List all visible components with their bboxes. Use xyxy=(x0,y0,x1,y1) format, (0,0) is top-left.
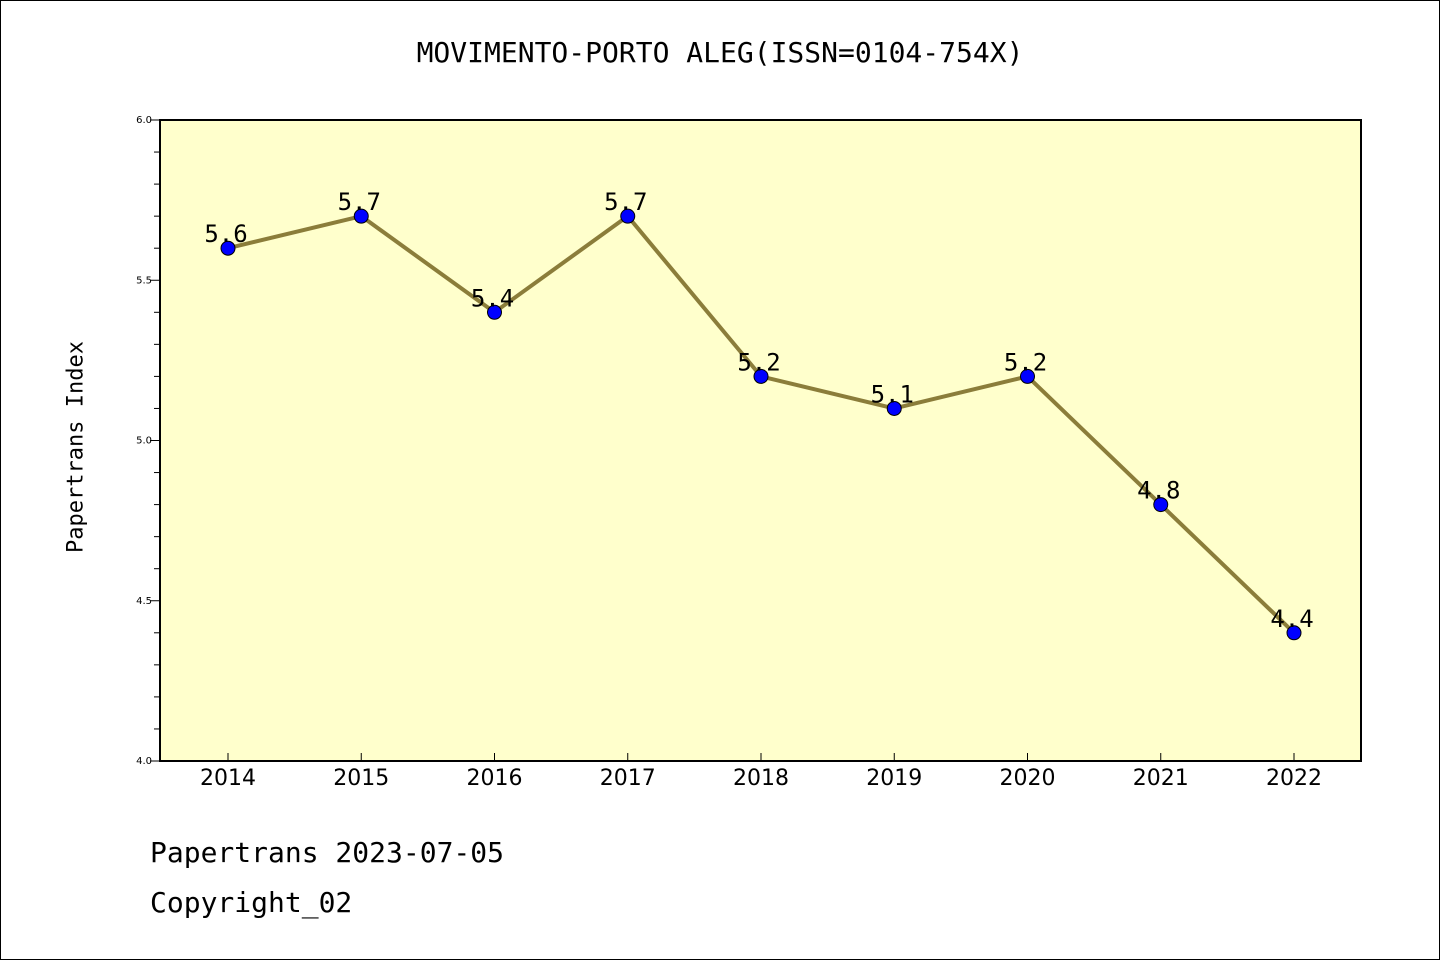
data-point xyxy=(886,400,902,416)
x-tick-label: 2014 xyxy=(200,766,256,791)
footer-date: Papertrans 2023-07-05 xyxy=(150,836,505,869)
data-label: 5.1 xyxy=(871,380,914,408)
data-point xyxy=(1153,497,1169,513)
y-tick-label: 4.0 xyxy=(136,756,152,767)
data-point xyxy=(753,368,769,384)
y-tick-label: 6.0 xyxy=(136,115,152,126)
series-markers xyxy=(220,208,1302,641)
data-point xyxy=(220,240,236,256)
x-tick-label: 2020 xyxy=(1000,766,1056,791)
data-point xyxy=(620,208,636,224)
data-labels: 5.6 5.7 5.4 5.7 5.2 5.1 5.2 4.8 4.4 xyxy=(204,188,1313,633)
x-tick-label: 2022 xyxy=(1266,766,1322,791)
data-point xyxy=(1286,625,1302,641)
data-label: 5.2 xyxy=(1004,348,1047,376)
y-tick-label: 5.0 xyxy=(136,436,152,447)
data-label: 5.2 xyxy=(737,348,780,376)
x-tick-label: 2019 xyxy=(866,766,922,791)
data-label: 4.8 xyxy=(1137,477,1180,505)
data-label: 4.4 xyxy=(1270,605,1313,633)
data-label: 5.6 xyxy=(204,220,247,248)
x-tick-label: 2016 xyxy=(467,766,523,791)
y-tick-label: 5.5 xyxy=(136,275,152,286)
data-label: 5.4 xyxy=(471,284,514,312)
x-tick-label: 2018 xyxy=(733,766,789,791)
data-point xyxy=(1020,368,1035,384)
data-point xyxy=(353,208,369,224)
data-point xyxy=(487,304,502,320)
x-axis: 2014 2015 2016 2017 2018 2019 2020 2021 2022 xyxy=(200,753,1322,791)
x-tick-label: 2017 xyxy=(600,766,656,791)
data-label: 5.7 xyxy=(604,188,647,216)
y-tick-label: 4.5 xyxy=(136,596,152,607)
data-label: 5.7 xyxy=(338,188,381,216)
plot-area xyxy=(159,119,1362,762)
footer-copyright: Copyright_02 xyxy=(150,886,353,919)
x-tick-label: 2015 xyxy=(333,766,389,791)
x-tick-label: 2021 xyxy=(1133,766,1189,791)
chart-title: MOVIMENTO-PORTO ALEG(ISSN=0104-754X) xyxy=(416,36,1024,69)
y-axis: 4.0 4.5 5.0 5.5 6.0 xyxy=(136,115,160,767)
